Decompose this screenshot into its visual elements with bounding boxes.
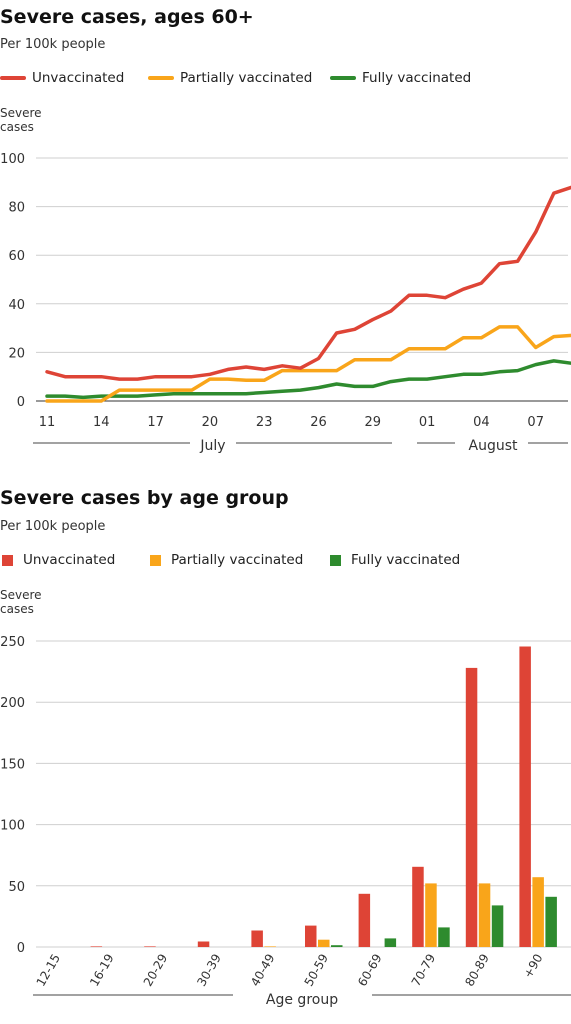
- bar: [412, 866, 424, 947]
- y-tick-label: 50: [8, 880, 25, 895]
- series-line-unvaccinated: [45, 185, 571, 381]
- x-tick-label: 01: [419, 415, 436, 430]
- x-tick-label: 80-89: [462, 952, 492, 989]
- x-tick-label: 14: [93, 415, 110, 430]
- chart1-ylabel: Severe cases: [0, 106, 42, 134]
- legend-label: Fully vaccinated: [362, 70, 472, 86]
- x-tick-label: 29: [365, 415, 382, 430]
- legend-swatch-red: [2, 554, 13, 566]
- chart2-subtitle: Per 100k people: [0, 519, 106, 534]
- bar: [545, 896, 557, 947]
- legend-item-fully: Fully vaccinated: [330, 70, 471, 86]
- y-tick-label: 250: [0, 635, 25, 650]
- legend-label: Unvaccinated: [32, 70, 125, 86]
- legend-item-fully: Fully vaccinated: [330, 552, 460, 568]
- x-group-label: July: [199, 438, 225, 454]
- chart2-plot: 0 50 100 150 200 250 12-15 16-19 20-29 30-39 40-49…: [0, 635, 571, 1008]
- y-tick-label: 0: [17, 395, 25, 410]
- legend-swatch-orange: [150, 554, 161, 566]
- legend-item-partially: Partially vaccinated: [150, 552, 303, 568]
- series-line-partially-vaccinated: [45, 325, 571, 403]
- bar: [438, 927, 450, 947]
- legend-item-unvaccinated: Unvaccinated: [0, 70, 124, 86]
- legend-label: Partially vaccinated: [180, 70, 313, 86]
- x-tick-label: 60-69: [355, 952, 385, 989]
- bar: [318, 939, 330, 947]
- x-tick-label: 20-29: [141, 952, 171, 989]
- series-line-fully-vaccinated: [45, 359, 571, 400]
- x-tick-label: 50-59: [302, 952, 332, 989]
- x-tick-label: 20: [202, 415, 219, 430]
- bar: [90, 946, 103, 947]
- bar: [144, 946, 156, 947]
- x-group-label: August: [469, 438, 519, 454]
- legend-item-unvaccinated: Unvaccinated: [2, 552, 115, 568]
- legend-swatch-orange: [148, 76, 174, 80]
- x-tick-label: 07: [527, 415, 544, 430]
- bar: [532, 877, 544, 947]
- chart1-subtitle: Per 100k people: [0, 37, 106, 52]
- bar: [251, 930, 263, 947]
- y-tick-label: 20: [8, 346, 25, 361]
- y-tick-label: 0: [17, 941, 25, 956]
- bar: [358, 893, 371, 947]
- legend-swatch-green: [330, 554, 341, 566]
- chart1-plot: 0 20 40 60 80 100 11 14 17 20 23 26 29 01 04 07 July Augu…: [0, 152, 571, 454]
- y-tick-label: 60: [8, 249, 25, 264]
- x-tick-label: 11: [39, 415, 56, 430]
- x-tick-label: 30-39: [194, 952, 224, 989]
- y-tick-label: 40: [8, 298, 25, 313]
- y-tick-label: 100: [0, 152, 25, 167]
- legend-swatch-red: [0, 76, 26, 80]
- x-tick-label: 12-15: [34, 952, 64, 989]
- x-tick-label: 04: [473, 415, 490, 430]
- bar: [465, 667, 478, 947]
- legend-label: Unvaccinated: [23, 552, 116, 568]
- y-tick-label: 100: [0, 819, 25, 834]
- bar: [331, 945, 343, 947]
- bar: [425, 883, 437, 947]
- y-tick-label: 80: [8, 201, 25, 216]
- chart2-title: Severe cases by age group: [0, 487, 289, 509]
- bar: [197, 941, 210, 947]
- y-tick-label: 150: [0, 757, 25, 772]
- bar: [264, 946, 276, 947]
- bar: [384, 938, 397, 947]
- chart1-title: Severe cases, ages 60+: [0, 6, 254, 28]
- legend-label: Fully vaccinated: [351, 552, 461, 568]
- legend-swatch-green: [330, 76, 356, 80]
- x-tick-label: 17: [147, 415, 164, 430]
- x-tick-label: 26: [310, 415, 327, 430]
- legend-label: Partially vaccinated: [171, 552, 304, 568]
- chart2-ylabel: Severe cases: [0, 588, 42, 616]
- bar: [519, 646, 531, 947]
- bar: [478, 883, 491, 947]
- bar: [491, 905, 504, 947]
- x-tick-label: 40-49: [248, 952, 278, 989]
- x-axis-label: Age group: [266, 992, 338, 1008]
- x-tick-label: 70-79: [409, 952, 439, 989]
- legend-item-partially: Partially vaccinated: [148, 70, 312, 86]
- x-tick-label: 16-19: [87, 952, 117, 989]
- x-tick-label: 23: [256, 415, 273, 430]
- bar: [305, 925, 317, 947]
- y-tick-label: 200: [0, 696, 25, 711]
- x-tick-label: +90: [521, 952, 546, 981]
